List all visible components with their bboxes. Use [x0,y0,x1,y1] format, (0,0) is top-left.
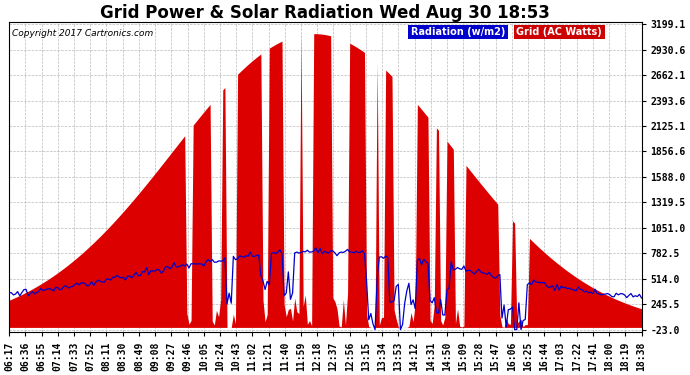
Text: Radiation (w/m2): Radiation (w/m2) [411,27,505,37]
Text: Grid (AC Watts): Grid (AC Watts) [516,27,602,37]
Text: Copyright 2017 Cartronics.com: Copyright 2017 Cartronics.com [12,28,154,38]
Title: Grid Power & Solar Radiation Wed Aug 30 18:53: Grid Power & Solar Radiation Wed Aug 30 … [101,4,551,22]
